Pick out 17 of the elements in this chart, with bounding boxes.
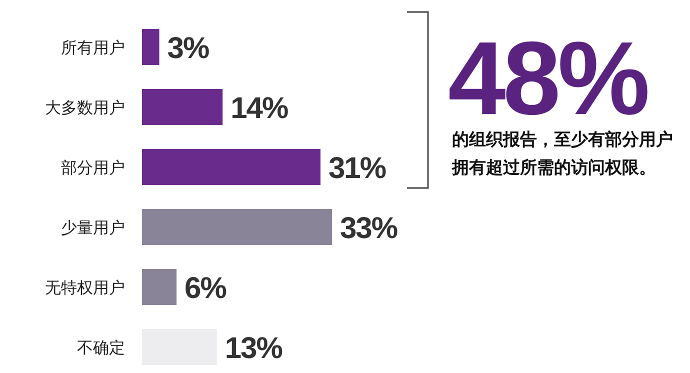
y-tick-label: 无特权用户 [45, 278, 125, 297]
bar [142, 89, 223, 125]
bar [142, 209, 332, 245]
data-label: 13% [224, 332, 282, 365]
y-tick-label: 大多数用户 [45, 98, 125, 117]
y-tick-label: 不确定 [77, 338, 125, 357]
y-tick-label: 所有用户 [61, 38, 125, 57]
data-label: 3% [167, 32, 209, 65]
data-label: 14% [230, 92, 288, 125]
bar [142, 29, 160, 65]
y-tick-label: 少量用户 [61, 218, 125, 237]
y-tick-label: 部分用户 [61, 158, 125, 177]
data-label: 6% [184, 272, 226, 305]
data-label: 33% [340, 212, 398, 245]
bar [142, 149, 320, 185]
data-label: 31% [328, 152, 386, 185]
bar [142, 269, 177, 305]
